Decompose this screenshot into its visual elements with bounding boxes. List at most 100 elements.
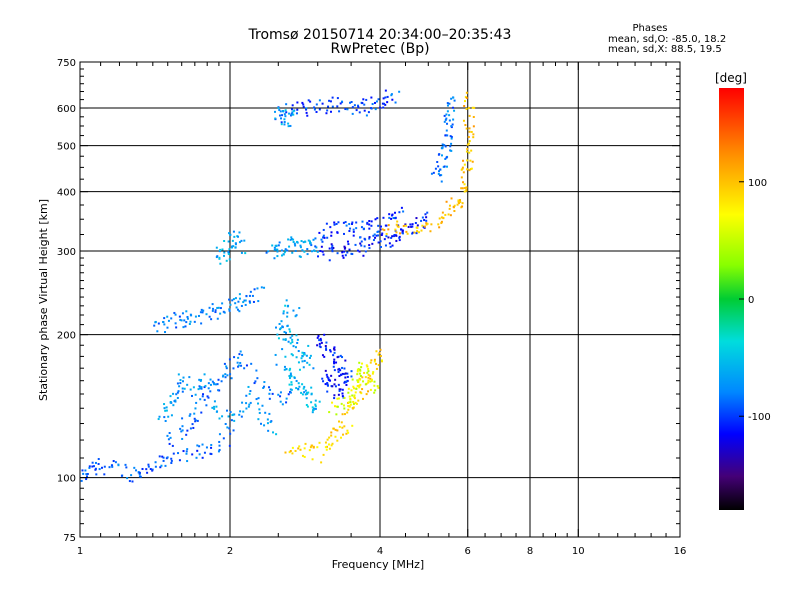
echo-point xyxy=(374,108,377,111)
echo-point xyxy=(347,401,350,404)
echo-point xyxy=(167,319,170,322)
x-tick-label: 4 xyxy=(377,546,383,557)
echo-point xyxy=(85,478,88,481)
echo-point xyxy=(204,384,207,387)
echo-point xyxy=(291,113,294,116)
echo-point xyxy=(247,405,250,408)
echo-point xyxy=(373,358,376,361)
echo-point xyxy=(301,393,304,396)
echo-point xyxy=(178,315,181,318)
echo-point xyxy=(418,231,421,234)
echo-point xyxy=(181,425,184,428)
echo-point xyxy=(271,392,274,395)
echo-point xyxy=(310,393,313,396)
echo-point xyxy=(167,438,170,441)
echo-point xyxy=(329,350,332,353)
echo-point xyxy=(279,110,282,113)
echo-point xyxy=(167,415,170,418)
echo-point xyxy=(359,236,362,239)
echo-point xyxy=(303,447,306,450)
echo-point xyxy=(366,371,369,374)
echo-point xyxy=(284,109,287,112)
echo-point xyxy=(232,429,235,432)
echo-point xyxy=(351,106,354,109)
echo-point xyxy=(325,112,328,115)
echo-point xyxy=(346,411,349,414)
echo-point xyxy=(443,114,446,117)
echo-point xyxy=(193,417,196,420)
echo-point xyxy=(325,348,328,351)
echo-point xyxy=(461,187,464,190)
y-tick-labels: 75 100 200 300 400 500 600 750 xyxy=(57,58,76,544)
echo-point xyxy=(163,416,166,419)
echo-point xyxy=(341,366,344,369)
echo-point xyxy=(298,255,301,258)
echo-point xyxy=(237,364,240,367)
echo-point xyxy=(117,464,120,467)
echo-point xyxy=(311,409,314,412)
echo-point xyxy=(243,367,246,370)
echo-point xyxy=(169,436,172,439)
echo-point xyxy=(446,134,449,137)
echo-point xyxy=(364,376,367,379)
echo-point xyxy=(172,404,175,407)
echo-point xyxy=(240,364,243,367)
echo-point xyxy=(382,106,385,109)
echo-point xyxy=(290,383,293,386)
y-tick-label: 750 xyxy=(57,58,76,69)
echo-point xyxy=(325,373,328,376)
echo-point xyxy=(125,466,128,469)
echo-point xyxy=(178,385,181,388)
echo-point xyxy=(295,379,298,382)
echo-point xyxy=(274,110,277,113)
echo-point xyxy=(367,376,370,379)
echo-point xyxy=(170,462,173,465)
echo-point xyxy=(350,389,353,392)
echo-point xyxy=(358,111,361,114)
echo-point xyxy=(314,403,317,406)
echo-point xyxy=(334,428,337,431)
echo-point xyxy=(210,318,213,321)
echo-point xyxy=(208,306,211,309)
echo-point xyxy=(190,394,193,397)
echo-point xyxy=(445,117,448,120)
echo-point xyxy=(289,367,292,370)
echo-point xyxy=(375,367,378,370)
echo-point xyxy=(450,135,453,138)
echo-point xyxy=(333,394,336,397)
echo-point xyxy=(263,286,266,289)
echo-point xyxy=(133,466,136,469)
echo-point xyxy=(169,401,172,404)
echo-point xyxy=(291,104,294,107)
echo-point xyxy=(329,110,332,113)
echo-point xyxy=(398,239,401,242)
echo-point xyxy=(336,97,339,100)
echo-point xyxy=(326,438,329,441)
x-tick-label: 8 xyxy=(527,546,533,557)
echo-point xyxy=(213,400,216,403)
echo-point xyxy=(459,200,462,203)
echo-point xyxy=(452,118,455,121)
echo-point xyxy=(212,307,215,310)
echo-point xyxy=(296,341,299,344)
echo-point xyxy=(394,101,397,104)
echo-point xyxy=(339,102,342,105)
echo-point xyxy=(296,101,299,104)
echo-point xyxy=(222,437,225,440)
echo-point xyxy=(268,397,271,400)
echo-point xyxy=(377,224,380,227)
echo-point xyxy=(275,245,278,248)
echo-point xyxy=(331,96,334,99)
echo-point xyxy=(385,235,388,238)
echo-point xyxy=(426,222,429,225)
echo-point xyxy=(303,455,306,458)
echo-point xyxy=(361,397,364,400)
echo-point xyxy=(245,402,248,405)
echo-point xyxy=(350,370,353,373)
echo-point xyxy=(415,232,418,235)
echo-point xyxy=(235,306,238,309)
echo-point xyxy=(445,200,448,203)
echo-point xyxy=(398,90,401,93)
echo-point xyxy=(367,379,370,382)
echo-point xyxy=(360,366,363,369)
